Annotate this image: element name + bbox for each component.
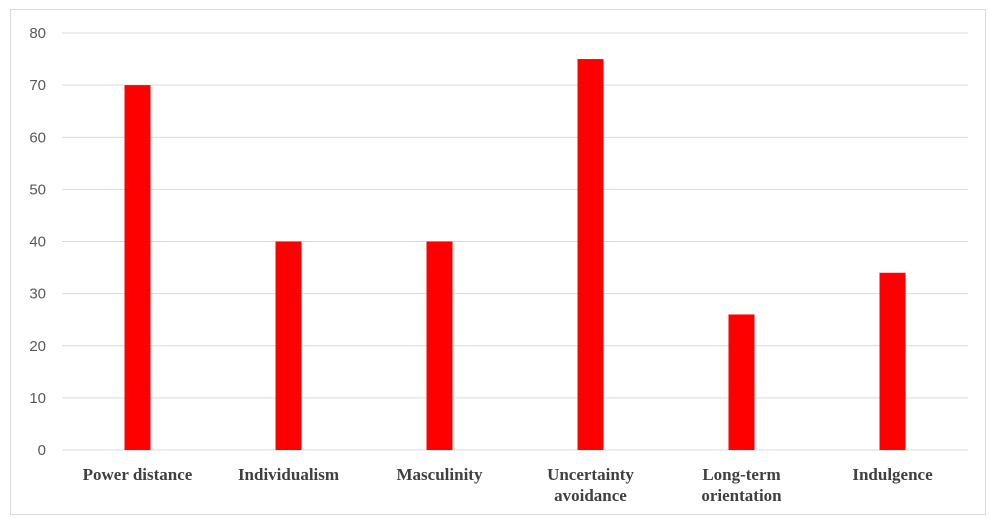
x-category-label-0: Power distance	[83, 465, 193, 484]
x-category-label-line: Indulgence	[852, 465, 933, 484]
x-axis-labels: Power distance Individualism Masculinity Un…	[83, 465, 933, 505]
x-category-label-line: Power distance	[83, 465, 193, 484]
y-tick-label-80: 80	[29, 25, 46, 42]
x-category-label-1: Individualism	[238, 465, 339, 484]
x-category-label-line: Long-term	[702, 465, 780, 484]
y-tick-label-60: 60	[29, 129, 46, 146]
bar-1	[275, 241, 302, 450]
chart-frame	[10, 9, 986, 515]
bar-0	[124, 85, 151, 450]
bar-3	[577, 59, 604, 450]
bar-2	[426, 241, 453, 450]
y-tick-label-20: 20	[29, 338, 46, 355]
x-category-label-line: Individualism	[238, 465, 339, 484]
x-category-label-line: Masculinity	[397, 465, 483, 484]
x-category-label-2: Masculinity	[397, 465, 483, 484]
x-category-label-line: orientation	[701, 486, 782, 505]
x-category-label-3: Uncertainty avoidance	[547, 465, 634, 505]
x-category-label-line: avoidance	[554, 486, 627, 505]
y-tick-label-50: 50	[29, 181, 46, 198]
y-tick-label-40: 40	[29, 234, 46, 251]
y-axis-ticks: 0 10 20 30 40 50 60 70 80	[29, 25, 46, 459]
bars	[124, 59, 906, 450]
gridlines	[62, 32, 968, 451]
y-tick-label-0: 0	[38, 442, 46, 459]
bar-4	[728, 314, 755, 450]
bar-5	[879, 272, 906, 450]
y-tick-label-10: 10	[29, 390, 46, 407]
x-category-label-5: Indulgence	[852, 465, 933, 484]
x-category-label-line: Uncertainty	[547, 465, 634, 484]
y-tick-label-30: 30	[29, 286, 46, 303]
y-tick-label-70: 70	[29, 77, 46, 94]
x-category-label-4: Long-term orientation	[701, 465, 782, 505]
